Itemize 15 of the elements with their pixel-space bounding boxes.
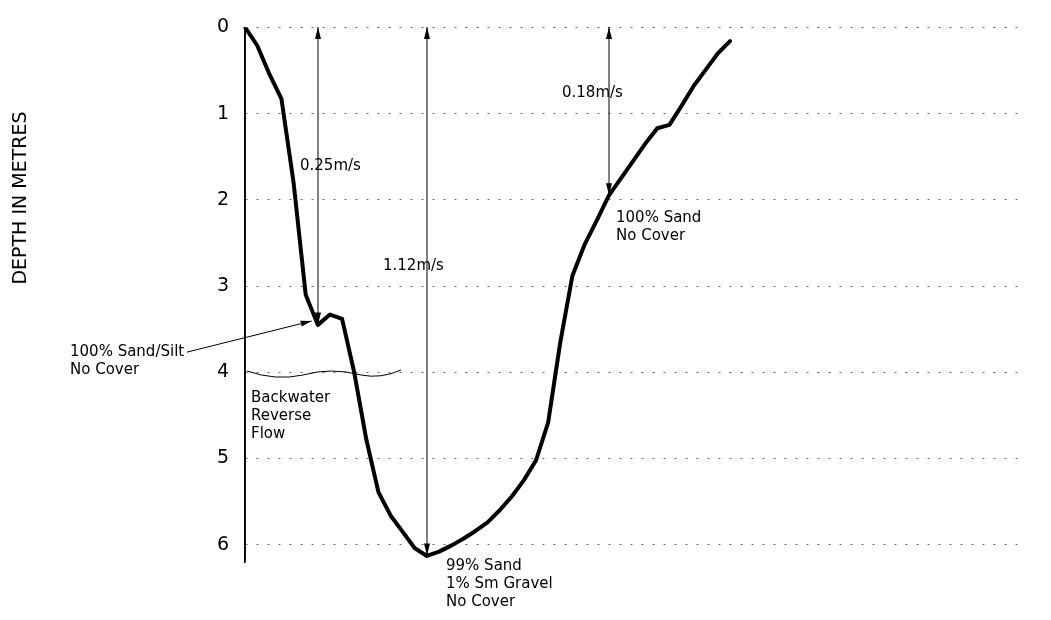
y-tick-label: 5	[216, 445, 230, 468]
y-tick-label: 6	[216, 531, 230, 554]
annotation: 99% Sand 1% Sm Gravel No Cover	[446, 555, 553, 610]
annotation: Backwater Reverse Flow	[251, 387, 331, 442]
y-tick-label: 3	[216, 273, 230, 296]
y-tick-label: 4	[216, 359, 230, 382]
annotation: 1.12m/s	[383, 255, 445, 274]
annotation: 0.25m/s	[300, 155, 362, 174]
annotation: 0.18m/s	[562, 82, 624, 101]
y-tick-label: 1	[216, 100, 230, 123]
y-tick-label: 0	[216, 14, 230, 37]
y-tick-label: 2	[216, 186, 230, 209]
text: DEPTH IN METRES	[7, 111, 30, 285]
text: 100% Sand/Silt No Cover	[70, 341, 185, 378]
annotation: 100% Sand No Cover	[616, 207, 702, 244]
